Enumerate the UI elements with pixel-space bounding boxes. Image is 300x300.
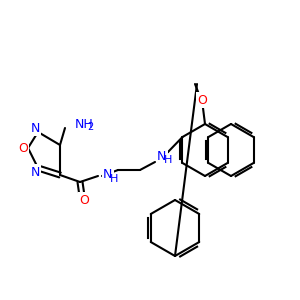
Text: H: H	[164, 155, 172, 165]
Text: N: N	[30, 166, 40, 178]
Text: N: N	[103, 167, 112, 181]
Text: O: O	[79, 194, 89, 206]
Text: H: H	[110, 174, 118, 184]
Text: N: N	[30, 122, 40, 134]
Text: N: N	[157, 149, 166, 163]
Text: 2: 2	[87, 122, 93, 132]
Text: O: O	[197, 94, 207, 106]
Text: O: O	[18, 142, 28, 154]
Text: NH: NH	[75, 118, 94, 130]
